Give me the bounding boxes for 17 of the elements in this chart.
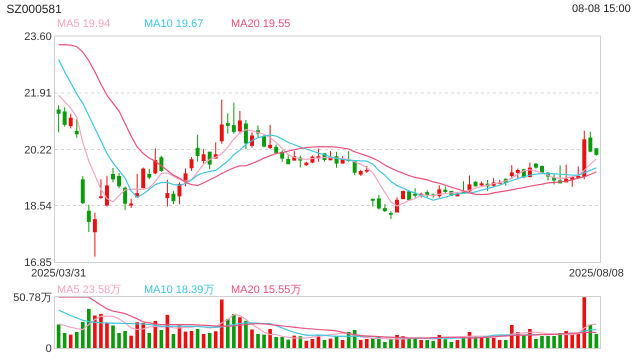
chart-title: SZ000581	[6, 2, 62, 16]
text: MA20 15.55万	[231, 284, 302, 296]
y-tick-label: 16.85	[24, 256, 52, 269]
y-tick-label: 23.60	[24, 31, 52, 44]
text: 08-08 15:00	[572, 3, 631, 15]
y-tick-label: 50.78万	[13, 292, 52, 304]
y-tick-label: 20.22	[24, 144, 52, 156]
text: MA10 18.39万	[144, 284, 214, 296]
y-tick-label: 18.54	[24, 200, 52, 212]
y-tick-label: 21.91	[24, 88, 52, 100]
text: MA10 19.67	[144, 18, 204, 30]
series-label: MA5 23.58万	[57, 284, 122, 296]
x-tick-label: 2025/03/31	[31, 267, 86, 280]
text: MA5 19.94	[57, 18, 110, 30]
y-tick-label: 0	[46, 342, 52, 355]
x-tick-label: 2025/08/08	[568, 267, 624, 280]
text: MA20 19.55	[231, 18, 290, 30]
